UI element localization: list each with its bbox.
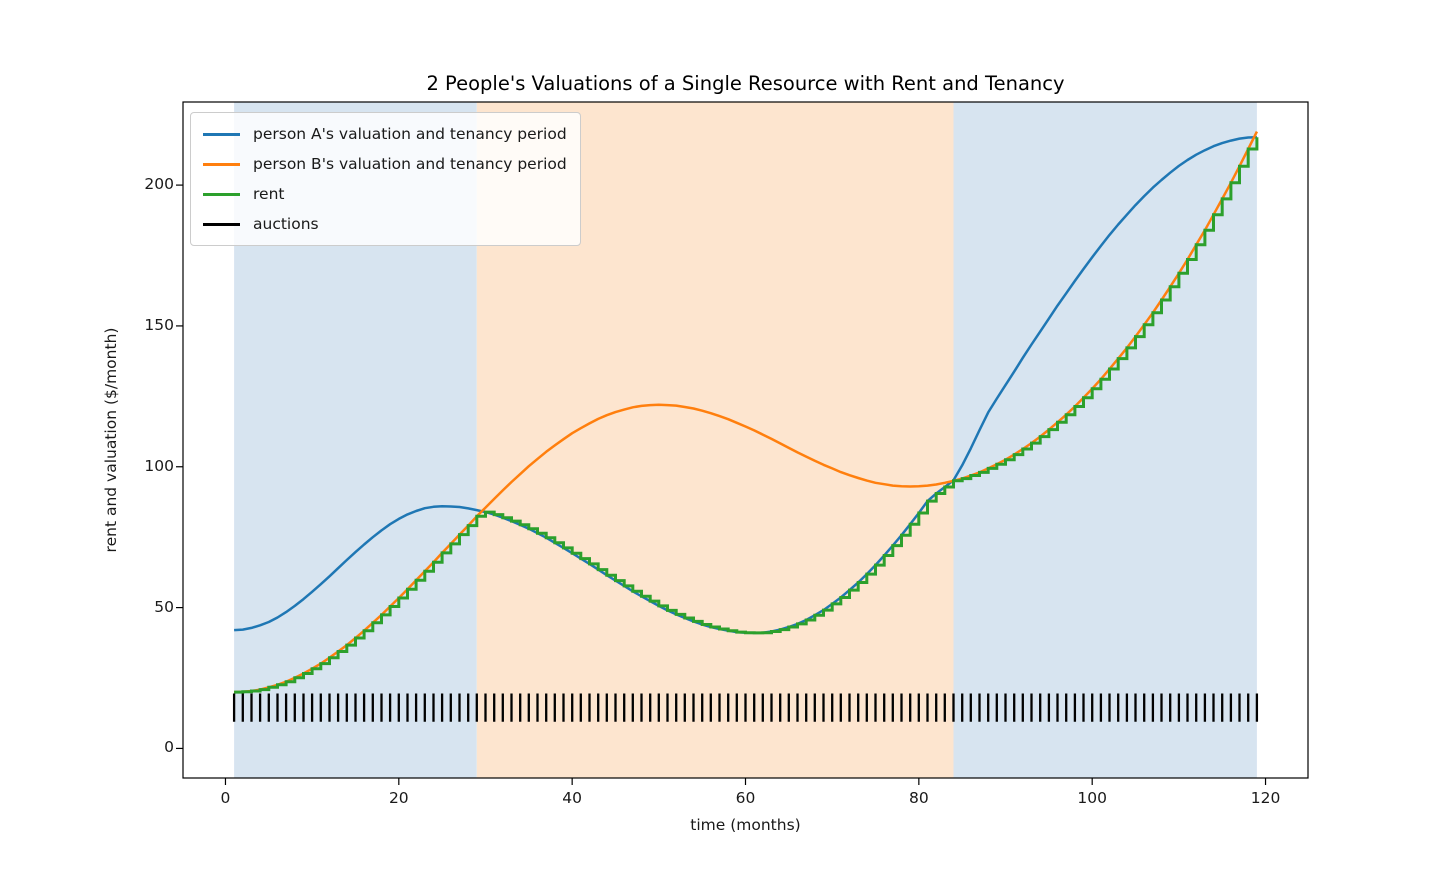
series-line-person-b-s-valuation-and-tenancy-period <box>234 131 1259 694</box>
x-tick-label: 120 <box>1250 789 1281 807</box>
legend-line-sample <box>203 162 240 166</box>
x-tick-label: 40 <box>562 789 583 807</box>
legend-label: auctions <box>253 215 319 234</box>
legend-item-person-a-s-valuation-and-tenancy-period: person A's valuation and tenancy period <box>203 122 567 146</box>
x-tick-label: 0 <box>220 789 231 807</box>
y-tick-label: 150 <box>144 315 174 334</box>
y-axis-label: rent and valuation ($/month) <box>102 327 120 553</box>
chart-title: 2 People's Valuations of a Single Resour… <box>426 72 1065 95</box>
x-tick-label: 20 <box>388 789 409 807</box>
auction-markers <box>232 693 1259 722</box>
y-tick-label: 50 <box>154 597 174 616</box>
legend: person A's valuation and tenancy period p… <box>190 112 581 247</box>
x-tick-label: 80 <box>908 789 929 807</box>
legend-line-sample <box>203 192 240 196</box>
legend-label: person B's valuation and tenancy period <box>253 155 567 174</box>
x-tick-label: 100 <box>1077 789 1107 807</box>
y-tick-label: 0 <box>164 738 174 757</box>
legend-item-auctions: auctions <box>203 212 567 236</box>
legend-label: rent <box>253 185 285 204</box>
legend-item-rent: rent <box>203 182 567 206</box>
legend-item-person-b-s-valuation-and-tenancy-period: person B's valuation and tenancy period <box>203 152 567 176</box>
y-tick-label: 200 <box>144 175 174 194</box>
legend-line-sample <box>203 222 240 226</box>
legend-label: person A's valuation and tenancy period <box>253 125 567 143</box>
x-tick-label: 60 <box>735 789 756 807</box>
series-step-rent <box>234 137 1259 694</box>
x-axis-label: time (months) <box>690 816 801 834</box>
tenancy-band-person-a <box>953 102 1257 778</box>
y-tick-label: 100 <box>144 456 174 475</box>
legend-line-sample <box>203 132 240 136</box>
